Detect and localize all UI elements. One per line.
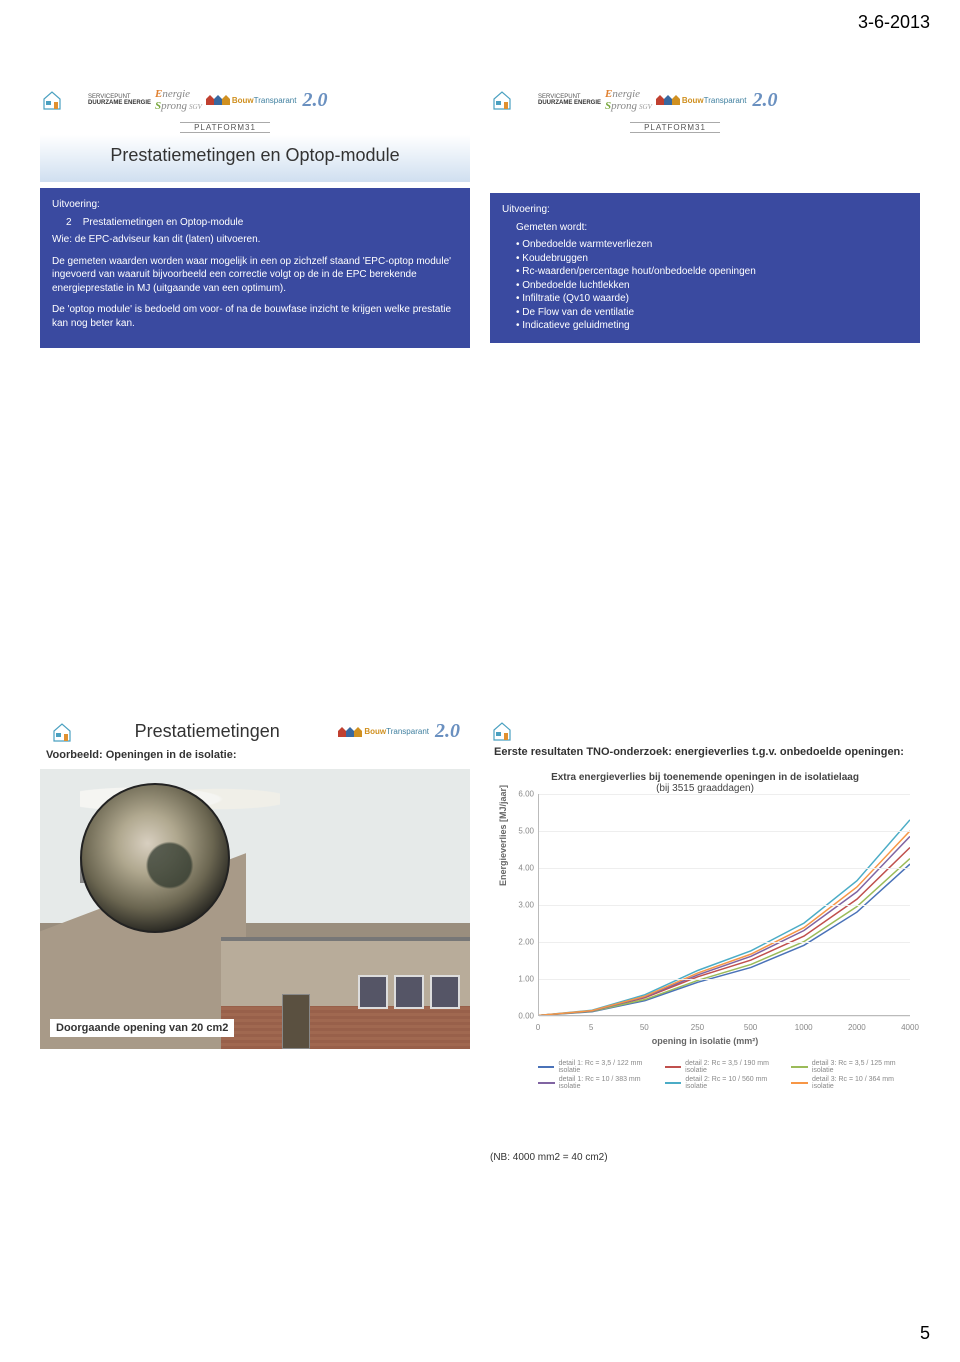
wie-line: Wie: de EPC-adviseur kan dit (laten) uit… bbox=[52, 233, 458, 247]
legend-item: detail 1: Rc = 3,5 / 122 mm isolatie bbox=[538, 1060, 657, 1074]
bullet-item: Rc-waarden/percentage hout/onbedoelde op… bbox=[516, 265, 908, 279]
slide-top-left: SERVICEPUNT DUURZAME ENERGIE EnergieSpro… bbox=[40, 80, 470, 670]
version-label: 2.0 bbox=[435, 720, 460, 743]
legend-item: detail 3: Rc = 10 / 364 mm isolatie bbox=[791, 1076, 910, 1090]
legend-item: detail 2: Rc = 3,5 / 190 mm isolatie bbox=[665, 1060, 784, 1074]
bullet-item: Koudebruggen bbox=[516, 252, 908, 266]
legend-item: detail 3: Rc = 3,5 / 125 mm isolatie bbox=[791, 1060, 910, 1074]
windmill-icon bbox=[520, 93, 534, 107]
subtitle: Voorbeeld: Openingen in de isolatie: bbox=[46, 749, 470, 761]
energiesprong-logo: EnergieSprongSGV bbox=[155, 88, 202, 112]
logo-bar: SERVICEPUNT DUURZAME ENERGIE EnergieSpro… bbox=[490, 80, 920, 120]
bullet-item: Onbedoelde warmteverliezen bbox=[516, 238, 908, 252]
legend-item: detail 1: Rc = 10 / 383 mm isolatie bbox=[538, 1076, 657, 1090]
house-logo-icon bbox=[490, 89, 516, 111]
photo-caption: Doorgaande opening van 20 cm2 bbox=[50, 1019, 234, 1037]
inset-detail-photo bbox=[80, 783, 230, 933]
energiesprong-logo: EnergieSprongSGV bbox=[605, 88, 652, 112]
chart-xtick: 500 bbox=[744, 1023, 757, 1032]
chart-legend: detail 1: Rc = 3,5 / 122 mm isolatie deta… bbox=[538, 1060, 910, 1090]
windmill-icon bbox=[70, 93, 84, 107]
slide-bottom-right: Eerste resultaten TNO-onderzoek: energie… bbox=[490, 720, 920, 1310]
logo-bar: SERVICEPUNT DUURZAME ENERGIE EnergieSpro… bbox=[40, 80, 470, 120]
bouwtransparant-logo: BouwTransparant bbox=[206, 95, 297, 105]
chart-xtick: 4000 bbox=[901, 1023, 919, 1032]
footnote: (NB: 4000 mm2 = 40 cm2) bbox=[490, 1152, 920, 1163]
bullet-list: Onbedoelde warmteverliezenKoudebruggenRc… bbox=[516, 238, 908, 333]
chart-xtick: 50 bbox=[640, 1023, 649, 1032]
chart-ylabel: Energieverlies [MJ/jaar] bbox=[498, 785, 508, 886]
bouwtransparant-logo: BouwTransparant bbox=[656, 95, 747, 105]
chart-xtick: 1000 bbox=[795, 1023, 813, 1032]
house-logo-icon bbox=[490, 720, 516, 742]
chart-ytick: 0.00 bbox=[516, 1012, 534, 1021]
paragraph: De gemeten waarden worden waar mogelijk … bbox=[52, 255, 458, 296]
chart-title: Extra energieverlies bij toenemende open… bbox=[490, 766, 920, 794]
chart-ytick: 1.00 bbox=[516, 975, 534, 984]
chart-xtick: 250 bbox=[691, 1023, 704, 1032]
chart-xtick: 2000 bbox=[848, 1023, 866, 1032]
bullet-item: Onbedoelde luchtlekken bbox=[516, 279, 908, 293]
chart-xtick: 0 bbox=[536, 1023, 540, 1032]
bullet-item: De Flow van de ventilatie bbox=[516, 306, 908, 320]
chart-xlabel: opening in isolatie (mm²) bbox=[652, 1036, 759, 1046]
house-logo-icon bbox=[50, 721, 76, 743]
house-logo-icon bbox=[40, 89, 66, 111]
version-label: 2.0 bbox=[752, 89, 777, 112]
servicepunt-logo: SERVICEPUNT DUURZAME ENERGIE bbox=[88, 94, 151, 106]
paragraph: De 'optop module' is bedoeld om voor- of… bbox=[52, 303, 458, 330]
legend-item: detail 2: Rc = 10 / 560 mm isolatie bbox=[665, 1076, 784, 1090]
servicepunt-logo: SERVICEPUNT DUURZAME ENERGIE bbox=[538, 94, 601, 106]
gemeten-label: Gemeten wordt: bbox=[516, 221, 908, 235]
chart-ytick: 4.00 bbox=[516, 864, 534, 873]
slide-top-right: SERVICEPUNT DUURZAME ENERGIE EnergieSpro… bbox=[490, 80, 920, 670]
platform31-logo: PLATFORM31 bbox=[180, 122, 270, 133]
photo-illustration: Doorgaande opening van 20 cm2 bbox=[40, 769, 470, 1049]
chart-ytick: 2.00 bbox=[516, 938, 534, 947]
chart-ytick: 5.00 bbox=[516, 827, 534, 836]
slide-title: Prestatiemetingen bbox=[135, 721, 280, 742]
date-header: 3-6-2013 bbox=[858, 12, 930, 33]
page-number: 5 bbox=[920, 1323, 930, 1344]
line-chart: Extra energieverlies bij toenemende open… bbox=[490, 766, 920, 1096]
chart-xtick: 5 bbox=[589, 1023, 593, 1032]
bullet-item: Indicatieve geluidmeting bbox=[516, 319, 908, 333]
content-panel: Uitvoering: Gemeten wordt: Onbedoelde wa… bbox=[490, 193, 920, 343]
chart-ytick: 3.00 bbox=[516, 901, 534, 910]
slide-title: Eerste resultaten TNO-onderzoek: energie… bbox=[494, 746, 920, 758]
slide-bottom-left: Prestatiemetingen BouwTransparant 2.0 Vo… bbox=[40, 720, 470, 1310]
slide-title: Prestatiemetingen en Optop-module bbox=[40, 135, 470, 182]
uitvoering-label: Uitvoering: bbox=[502, 203, 908, 217]
list-line: 2 Prestatiemetingen en Optop-module bbox=[66, 216, 458, 230]
version-label: 2.0 bbox=[302, 89, 327, 112]
content-panel: Uitvoering: 2 Prestatiemetingen en Optop… bbox=[40, 188, 470, 348]
bullet-item: Infiltratie (Qv10 waarde) bbox=[516, 292, 908, 306]
platform31-logo: PLATFORM31 bbox=[630, 122, 720, 133]
bouwtransparant-logo: BouwTransparant bbox=[338, 727, 429, 737]
logo-group: BouwTransparant 2.0 bbox=[338, 720, 460, 743]
chart-ytick: 6.00 bbox=[516, 790, 534, 799]
uitvoering-label: Uitvoering: bbox=[52, 198, 458, 212]
